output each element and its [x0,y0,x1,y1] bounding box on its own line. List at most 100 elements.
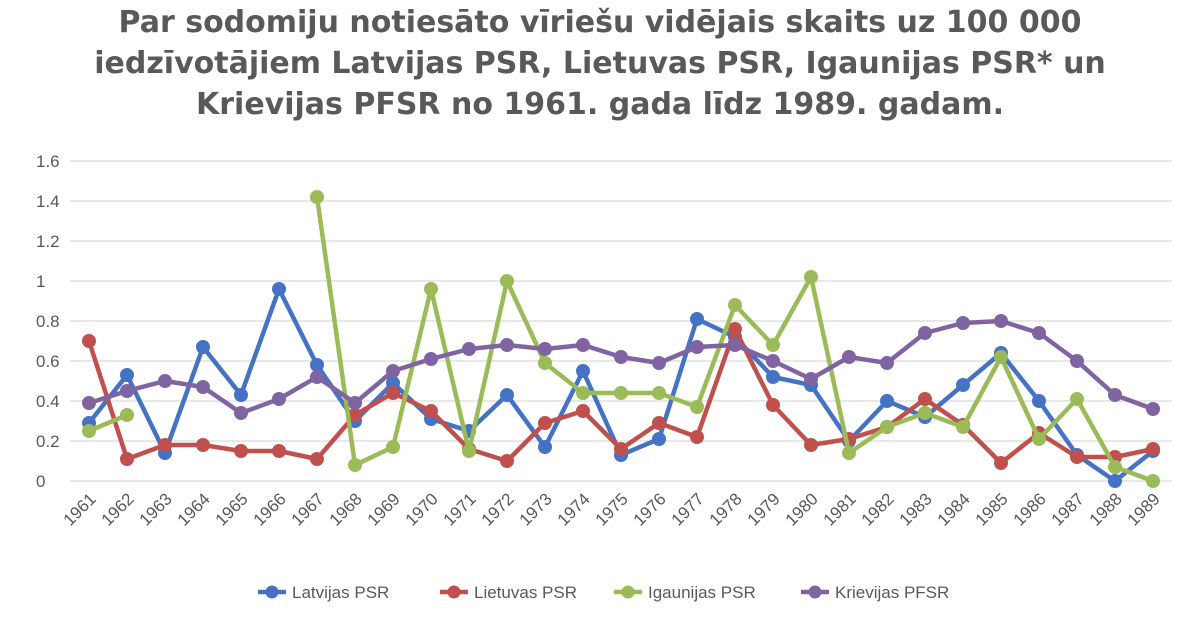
x-tick-label: 1978 [706,489,746,529]
data-point [538,356,552,370]
data-point [234,388,248,402]
legend-label: Krievijas PFSR [835,583,949,602]
data-point [158,374,172,388]
y-tick-label: 1 [36,272,45,291]
y-tick-label: 0.6 [36,352,60,371]
x-tick-label: 1984 [934,489,974,529]
data-point [120,452,134,466]
y-tick-label: 0 [36,472,45,491]
x-tick-label: 1970 [402,489,442,529]
data-point [728,322,742,336]
data-point [614,442,628,456]
data-point [348,396,362,410]
y-tick-label: 1.4 [36,192,60,211]
data-point [500,274,514,288]
x-tick-label: 1985 [972,489,1012,529]
data-point [576,386,590,400]
data-point [424,282,438,296]
data-point [538,342,552,356]
data-point [500,338,514,352]
x-tick-label: 1967 [288,489,328,529]
data-point [728,338,742,352]
data-point [766,370,780,384]
data-point [310,358,324,372]
data-point [386,386,400,400]
data-point [690,400,704,414]
data-point [310,190,324,204]
data-point [196,380,210,394]
y-tick-label: 0.4 [36,392,60,411]
data-point [310,370,324,384]
y-tick-label: 1.6 [36,152,60,171]
data-point [82,424,96,438]
x-tick-label: 1963 [136,489,176,529]
x-tick-label: 1982 [858,489,898,529]
data-point [652,432,666,446]
data-point [1070,354,1084,368]
data-point [120,408,134,422]
data-point [462,342,476,356]
data-point [500,388,514,402]
data-point [918,326,932,340]
y-tick-label: 1.2 [36,232,60,251]
data-point [880,356,894,370]
data-point [956,378,970,392]
data-point [614,350,628,364]
data-point [614,386,628,400]
x-tick-label: 1983 [896,489,936,529]
data-point [82,334,96,348]
chart-title-line: iedzīvotājiem Latvijas PSR, Lietuvas PSR… [94,46,1106,81]
data-point [1108,388,1122,402]
data-point [994,350,1008,364]
data-point [918,392,932,406]
x-tick-label: 1976 [630,489,670,529]
x-tick-label: 1980 [782,489,822,529]
legend-label: Igaunijas PSR [648,583,756,602]
data-point [386,364,400,378]
data-point [120,384,134,398]
data-point [842,446,856,460]
legend-swatch-marker [447,585,461,599]
data-point [424,352,438,366]
data-point [766,338,780,352]
x-tick-label: 1966 [250,489,290,529]
data-point [234,444,248,458]
data-point [804,438,818,452]
data-point [1108,460,1122,474]
x-tick-label: 1981 [820,489,860,529]
data-point [500,454,514,468]
data-point [82,396,96,410]
data-point [842,350,856,364]
x-tick-label: 1971 [440,489,480,529]
data-point [1032,394,1046,408]
data-point [994,314,1008,328]
chart-title-line: Par sodomiju notiesāto vīriešu vidējais … [118,5,1082,40]
data-point [120,368,134,382]
legend-label: Lietuvas PSR [474,583,577,602]
data-point [880,394,894,408]
data-point [538,440,552,454]
data-point [348,458,362,472]
x-tick-label: 1974 [554,489,594,529]
data-point [196,340,210,354]
chart-title: Par sodomiju notiesāto vīriešu vidējais … [0,2,1200,125]
data-point [690,340,704,354]
data-point [804,372,818,386]
data-point [994,456,1008,470]
data-point [766,398,780,412]
data-point [652,416,666,430]
legend-label: Latvijas PSR [292,583,389,602]
data-point [956,316,970,330]
data-point [804,270,818,284]
data-point [386,440,400,454]
data-point [424,404,438,418]
x-tick-label: 1979 [744,489,784,529]
data-point [1070,450,1084,464]
data-point [690,430,704,444]
data-point [690,312,704,326]
y-tick-label: 0.8 [36,312,60,331]
data-point [272,444,286,458]
x-tick-label: 1987 [1048,489,1088,529]
